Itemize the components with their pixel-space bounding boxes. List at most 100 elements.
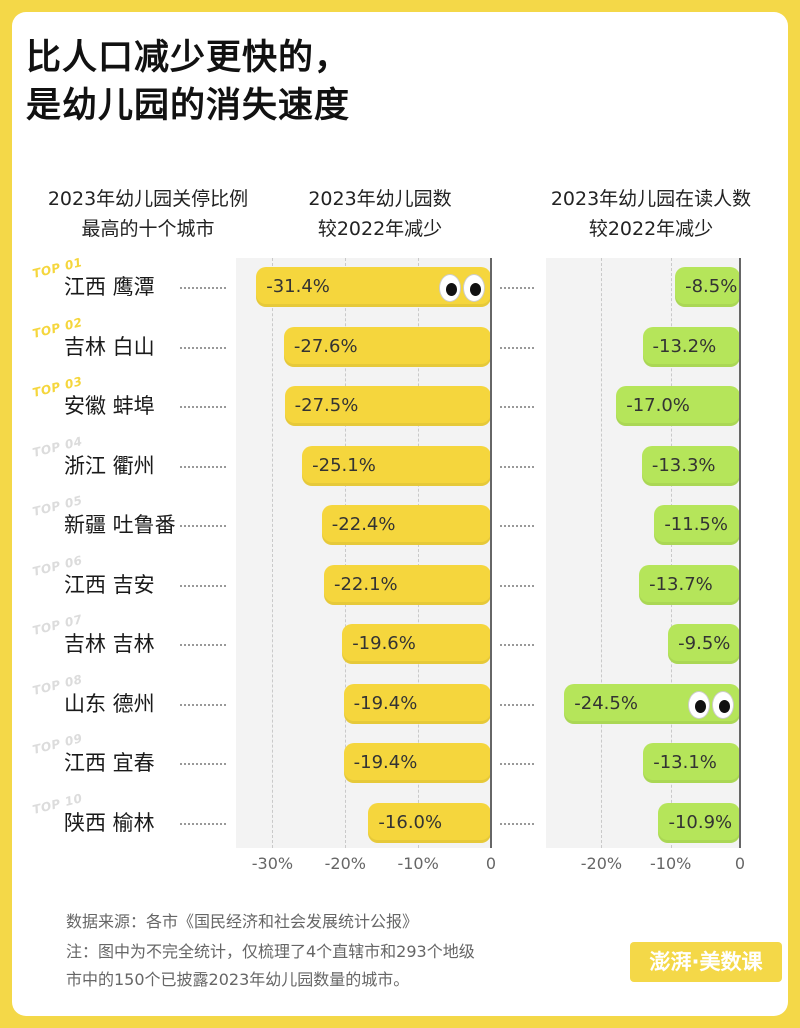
publisher-logo: 澎湃·美数课	[630, 942, 782, 982]
data-label: -10.9%	[668, 811, 733, 833]
x-tick-label: -30%	[251, 854, 294, 873]
x-tick-label: -10%	[397, 854, 439, 873]
city-label: 江西 鹰潭	[64, 275, 155, 299]
eyes-icon	[439, 274, 485, 302]
eye-icon	[463, 274, 485, 302]
leader-dots	[180, 465, 226, 468]
cities-header: 2023年幼儿园关停比例 最高的十个城市	[18, 184, 278, 244]
data-label: -24.5%	[574, 692, 638, 714]
bar	[323, 564, 491, 605]
data-label: -25.1%	[312, 454, 376, 476]
bar	[654, 505, 740, 545]
data-label: -17.0%	[626, 395, 690, 416]
zero-axis	[739, 258, 741, 848]
leader-dots	[180, 822, 226, 825]
leader-dots	[500, 406, 534, 408]
bar	[368, 802, 491, 843]
x-tick-label: 0	[734, 854, 746, 873]
pupil-icon	[695, 699, 706, 713]
leader-dots	[180, 287, 226, 289]
data-label: -22.4%	[331, 514, 396, 535]
title-line-2: 是幼儿园的消失速度	[26, 86, 351, 126]
gridline	[418, 258, 420, 848]
data-label: -13.3%	[651, 454, 716, 476]
x-tick-label: -20%	[324, 854, 366, 873]
leader-dots	[500, 465, 534, 468]
x-tick-label: 0	[485, 854, 497, 873]
data-label: -31.4%	[266, 276, 330, 297]
gridline	[670, 258, 672, 848]
data-label: -19.6%	[352, 633, 416, 654]
x-tick-label: -10%	[650, 854, 692, 873]
bar	[641, 445, 740, 486]
leader-dots	[180, 584, 226, 587]
city-label: 陕西 榆林	[64, 810, 155, 835]
pupil-icon	[470, 283, 481, 296]
city-label: 江西 宜春	[64, 751, 155, 775]
data-label: -27.5%	[294, 395, 359, 416]
leader-dots	[500, 584, 534, 587]
leader-dots	[500, 644, 534, 646]
data-label: -8.5%	[685, 276, 738, 297]
data-label: -13.7%	[649, 573, 713, 595]
chart2-header: 2023年幼儿园在读人数 较2022年减少	[520, 184, 782, 244]
gridline	[601, 258, 603, 848]
pupil-icon	[719, 699, 730, 713]
chart2-header-line-1: 2023年幼儿园在读人数	[550, 188, 752, 210]
data-label: -9.5%	[678, 633, 731, 654]
bar	[616, 386, 740, 426]
bar	[342, 624, 491, 664]
note-line-2: 市中的150个已披露2023年幼儿园数量的城市。	[66, 970, 410, 989]
page-title: 比人口减少更快的， 是幼儿园的消失速度	[26, 34, 350, 130]
data-label: -19.4%	[353, 692, 418, 714]
city-label: 浙江 衢州	[64, 453, 155, 478]
leader-dots	[180, 703, 226, 706]
source-note: 数据来源：各市《国民经济和社会发展统计公报》	[66, 912, 419, 931]
note-line-1: 注：图中为不完全统计，仅梳理了4个直辖市和293个地级	[66, 942, 475, 961]
eyes-icon	[688, 690, 734, 719]
bar	[675, 267, 740, 307]
leader-dots	[500, 525, 534, 527]
bar	[284, 386, 491, 426]
chart1-header: 2023年幼儿园数 较2022年减少	[280, 184, 480, 244]
bar	[283, 326, 491, 367]
leader-dots	[180, 346, 226, 349]
data-label: -13.1%	[653, 752, 717, 773]
eye-icon	[712, 690, 734, 719]
bar	[343, 683, 491, 724]
bar	[302, 445, 491, 486]
cities-header-line-2: 最高的十个城市	[81, 218, 215, 240]
chart1-header-line-1: 2023年幼儿园数	[308, 188, 452, 210]
x-tick-label: -20%	[580, 854, 623, 873]
eye-icon	[688, 690, 710, 719]
city-label: 安徽 蚌埠	[64, 394, 155, 418]
leader-dots	[180, 763, 226, 765]
chart1-header-line-2: 较2022年减少	[317, 218, 443, 240]
cities-header-line-1: 2023年幼儿园关停比例	[47, 188, 249, 210]
leader-dots	[180, 525, 226, 527]
city-label: 江西 吉安	[64, 572, 155, 597]
title-line-1: 比人口减少更快的，	[26, 38, 351, 78]
eye-icon	[439, 274, 461, 302]
chart2-header-line-2: 较2022年减少	[588, 218, 714, 240]
leader-dots	[500, 703, 534, 706]
city-label: 新疆 吐鲁番	[64, 513, 176, 537]
zero-axis	[490, 258, 492, 848]
bar	[343, 743, 491, 783]
gridline	[345, 258, 347, 848]
leader-dots	[500, 763, 534, 765]
bar	[642, 326, 740, 367]
city-label: 吉林 白山	[64, 334, 155, 359]
bar	[643, 743, 740, 783]
bar	[668, 624, 740, 664]
data-label: -22.1%	[333, 573, 398, 595]
data-label: -13.2%	[652, 335, 717, 357]
bar	[321, 505, 491, 545]
leader-dots	[500, 287, 534, 289]
leader-dots	[180, 406, 226, 408]
leader-dots	[500, 822, 534, 825]
bar	[564, 683, 740, 724]
city-label: 吉林 吉林	[64, 632, 155, 656]
leader-dots	[180, 644, 226, 646]
city-label: 山东 德州	[64, 691, 155, 716]
